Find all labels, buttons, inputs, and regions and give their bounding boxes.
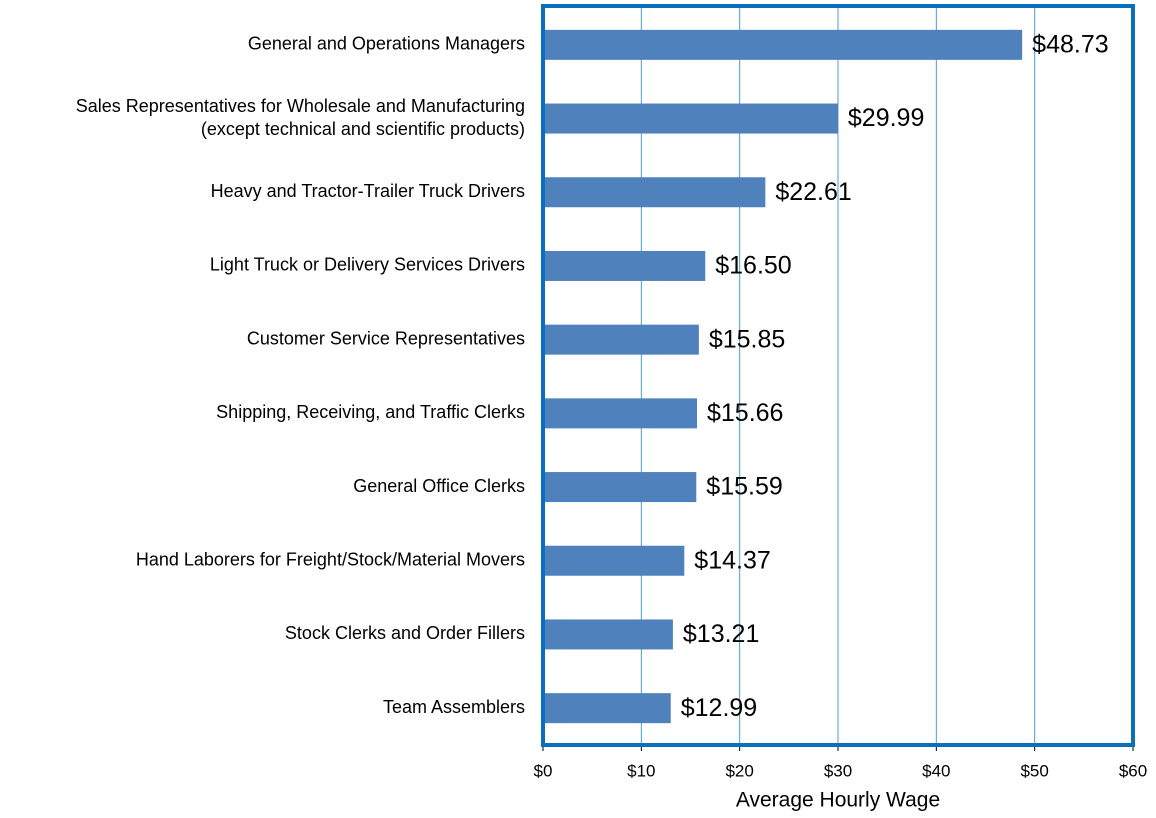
- plot-border: [541, 4, 1135, 747]
- bar: [543, 619, 673, 650]
- x-tick-label: $0: [534, 761, 553, 780]
- x-tick-label: $40: [922, 761, 950, 780]
- y-tick-label: General Office Clerks: [353, 476, 525, 496]
- value-label: $16.50: [715, 252, 791, 280]
- bar: [543, 103, 838, 134]
- value-label: $48.73: [1032, 30, 1108, 58]
- value-label: $13.21: [683, 620, 759, 648]
- x-tick-label: $30: [824, 761, 852, 780]
- y-tick-label: Team Assemblers: [383, 697, 525, 717]
- bar: [543, 693, 671, 724]
- x-tick-label: $10: [627, 761, 655, 780]
- value-label: $14.37: [694, 546, 770, 574]
- value-label: $15.85: [709, 325, 785, 353]
- value-label: $15.59: [706, 473, 782, 501]
- x-axis-title: Average Hourly Wage: [736, 789, 940, 812]
- bar: [543, 472, 697, 503]
- x-tick-label: $20: [725, 761, 753, 780]
- bar: [543, 250, 706, 281]
- value-label: $29.99: [848, 104, 924, 132]
- y-tick-label: Heavy and Tractor-Trailer Truck Drivers: [211, 181, 525, 201]
- value-label: $12.99: [681, 694, 757, 722]
- bar: [543, 29, 1023, 60]
- y-tick-label: Sales Representatives for Wholesale and …: [76, 96, 525, 139]
- y-tick-label: Stock Clerks and Order Fillers: [285, 623, 525, 643]
- bar: [543, 545, 685, 576]
- bar: [543, 324, 699, 355]
- bar: [543, 398, 697, 429]
- y-tick-label: General and Operations Managers: [248, 34, 525, 54]
- y-tick-label: Shipping, Receiving, and Traffic Clerks: [216, 402, 525, 422]
- bar: [543, 177, 766, 208]
- x-tick-label: $50: [1020, 761, 1048, 780]
- value-label: $22.61: [775, 178, 851, 206]
- y-tick-label: Light Truck or Delivery Services Drivers: [210, 255, 525, 275]
- y-tick-label: Customer Service Representatives: [247, 328, 525, 348]
- y-tick-label: Hand Laborers for Freight/Stock/Material…: [136, 550, 525, 570]
- value-label: $15.66: [707, 399, 783, 427]
- x-tick-label: $60: [1119, 761, 1147, 780]
